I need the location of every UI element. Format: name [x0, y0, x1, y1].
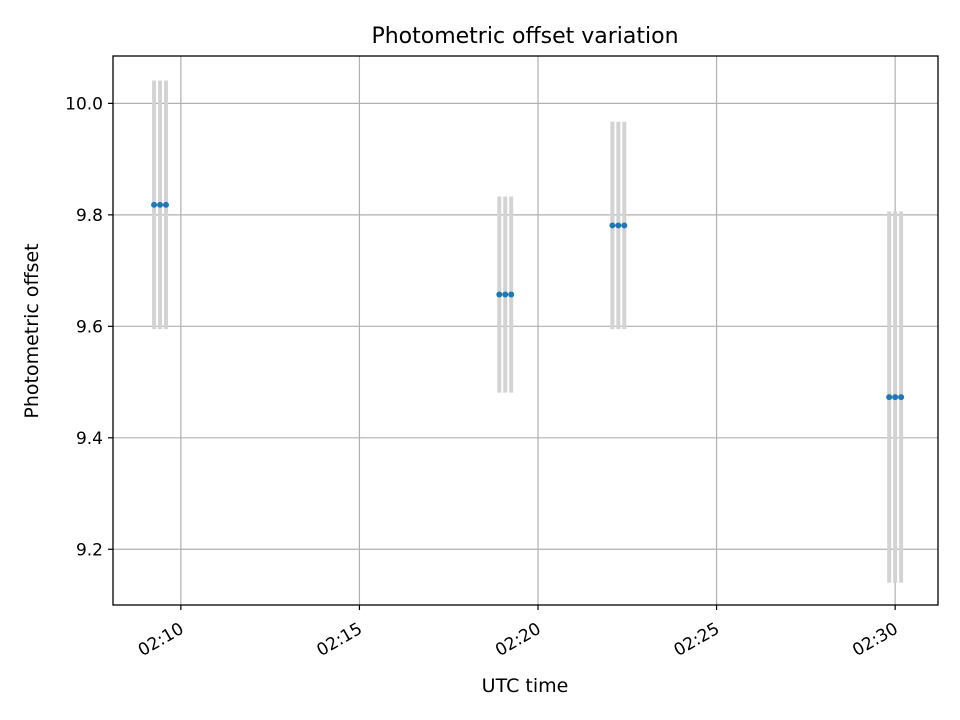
data-point [609, 222, 616, 229]
y-tick-label: 9.6 [76, 317, 103, 337]
data-point [892, 394, 899, 401]
data-point [621, 222, 628, 229]
grid [113, 56, 938, 605]
data-point [508, 291, 515, 298]
data-point [615, 222, 622, 229]
y-tick-label: 9.8 [76, 206, 103, 226]
data-point [898, 394, 905, 401]
x-tick-label: 02:25 [671, 619, 723, 661]
error-bars [152, 80, 904, 583]
y-tick-label: 10.0 [65, 94, 103, 114]
data-point [502, 291, 509, 298]
data-point [162, 201, 169, 208]
chart-title: Photometric offset variation [371, 24, 678, 49]
x-tick-label: 02:30 [849, 619, 901, 661]
data-point [886, 394, 893, 401]
x-tick-label: 02:15 [313, 619, 365, 661]
y-tick-label: 9.4 [76, 429, 103, 449]
x-tick-label: 02:10 [135, 619, 187, 661]
data-points [151, 201, 905, 401]
data-point [496, 291, 503, 298]
ticks: 02:10 02:15 02:20 02:25 02:30 9.2 9.4 9.6 9.8 10.… [65, 94, 902, 660]
plot-frame [112, 55, 939, 606]
y-tick-label: 9.2 [76, 540, 103, 560]
x-axis-label: UTC time [482, 675, 569, 697]
data-point [157, 201, 164, 208]
x-tick-label: 02:20 [492, 619, 544, 661]
data-point [151, 201, 158, 208]
y-axis-label: Photometric offset [21, 243, 43, 418]
